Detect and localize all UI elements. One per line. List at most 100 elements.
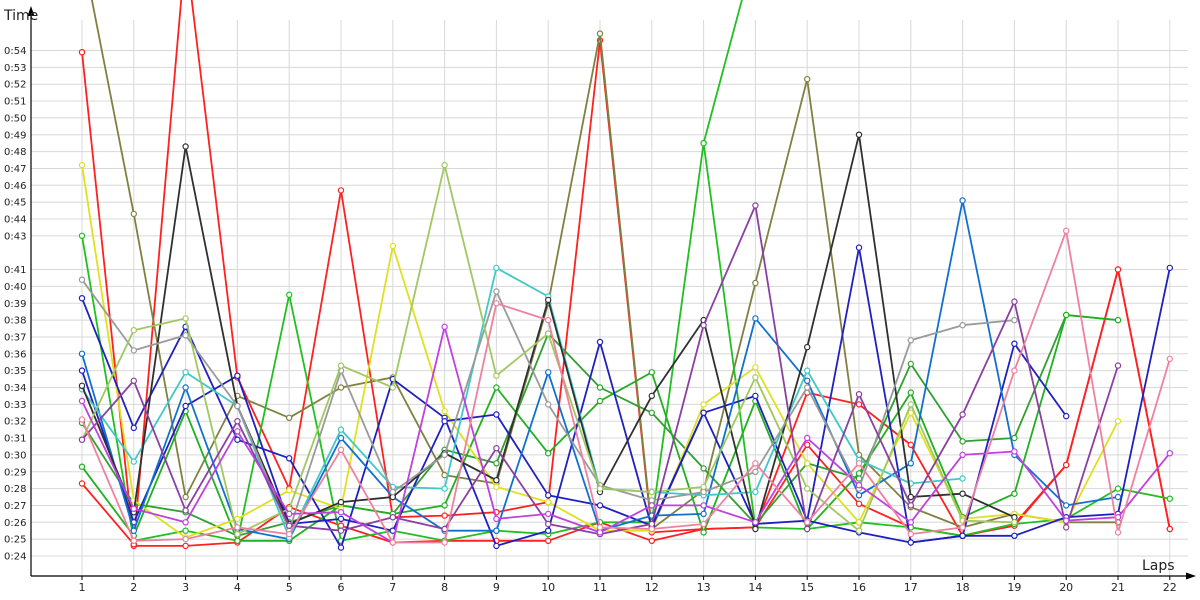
data-point xyxy=(545,450,552,457)
data-point xyxy=(700,520,707,528)
data-point xyxy=(286,455,293,462)
data-point xyxy=(1011,514,1018,521)
data-point xyxy=(1011,532,1018,540)
data-point xyxy=(804,525,811,533)
x-tick-label: 7 xyxy=(389,581,396,594)
series-15 xyxy=(78,161,1018,538)
data-point xyxy=(545,498,552,506)
x-tick-label: 12 xyxy=(645,581,659,594)
series-14 xyxy=(78,276,1018,534)
x-tick-label: 14 xyxy=(748,581,762,594)
data-point xyxy=(441,512,448,519)
data-point xyxy=(1114,418,1122,425)
x-tick-label: 16 xyxy=(852,581,866,594)
data-point xyxy=(286,530,293,538)
x-tick-label: 13 xyxy=(697,581,711,594)
data-point xyxy=(907,389,915,396)
data-point xyxy=(648,392,656,400)
y-tick-label: 0:45 xyxy=(4,198,26,209)
data-point xyxy=(1011,519,1018,526)
data-point xyxy=(752,468,759,475)
x-axis-title: Laps xyxy=(1142,558,1175,574)
data-point xyxy=(1114,493,1122,501)
data-point xyxy=(804,384,811,391)
y-tick-label: 0:54 xyxy=(4,46,26,57)
data-point xyxy=(1062,412,1070,420)
data-point xyxy=(545,492,552,499)
data-point xyxy=(130,327,137,334)
data-point xyxy=(959,532,966,540)
data-point xyxy=(130,377,137,384)
series-line xyxy=(81,266,963,539)
data-point xyxy=(907,502,915,509)
x-tick-label: 19 xyxy=(1007,581,1021,594)
y-tick-label: 0:30 xyxy=(4,450,26,461)
data-point xyxy=(959,322,966,329)
data-point xyxy=(78,436,86,443)
data-point xyxy=(648,537,656,545)
data-point xyxy=(596,485,604,492)
data-point xyxy=(234,530,241,538)
series-17 xyxy=(78,323,1174,546)
data-point xyxy=(1166,495,1174,502)
x-tick-label: 9 xyxy=(493,581,500,594)
data-point xyxy=(337,446,345,453)
data-point xyxy=(752,315,759,322)
data-point xyxy=(78,49,86,56)
data-point xyxy=(337,426,345,433)
data-point xyxy=(752,460,759,467)
data-point xyxy=(545,537,552,545)
data-point xyxy=(182,542,189,550)
y-tick-label: 0:50 xyxy=(4,113,26,124)
y-tick-label: 0:35 xyxy=(4,366,26,377)
data-point xyxy=(959,524,966,531)
data-point xyxy=(130,527,137,534)
data-point xyxy=(752,374,759,381)
data-point xyxy=(1011,298,1018,305)
data-point xyxy=(907,401,915,408)
data-point xyxy=(855,475,863,482)
data-point xyxy=(493,411,500,418)
data-point xyxy=(804,75,811,83)
x-tick-label: 1 xyxy=(79,581,86,594)
data-point xyxy=(441,539,448,546)
data-point xyxy=(1166,525,1174,533)
data-point xyxy=(959,411,966,418)
data-point xyxy=(752,525,759,533)
data-point xyxy=(182,402,189,410)
data-point xyxy=(596,30,604,37)
x-tick-label: 17 xyxy=(904,581,918,594)
data-point xyxy=(78,416,86,423)
data-point xyxy=(1011,434,1018,442)
data-point xyxy=(78,367,86,374)
chart-axes xyxy=(27,6,1196,580)
data-point xyxy=(493,288,500,295)
series-line xyxy=(81,142,1170,542)
y-tick-label: 0:40 xyxy=(4,282,26,293)
data-point xyxy=(959,197,966,204)
data-point xyxy=(1062,517,1070,524)
data-point xyxy=(545,520,552,528)
y-tick-label: 0:48 xyxy=(4,147,26,158)
data-point xyxy=(1114,485,1122,492)
data-point xyxy=(337,434,345,442)
data-point xyxy=(389,539,396,546)
data-point xyxy=(700,529,707,536)
data-point xyxy=(700,502,707,509)
data-point xyxy=(337,187,345,194)
series-line xyxy=(81,0,1171,546)
data-point xyxy=(286,522,293,529)
series-5 xyxy=(700,0,743,147)
data-point xyxy=(441,323,448,330)
data-point xyxy=(596,338,604,346)
data-point xyxy=(907,337,915,344)
data-point xyxy=(959,451,966,459)
data-point xyxy=(234,428,241,435)
data-point xyxy=(182,369,189,376)
x-tick-label: 18 xyxy=(956,581,970,594)
data-point xyxy=(441,407,448,415)
y-tick-label: 0:27 xyxy=(4,501,26,512)
y-tick-label: 0:29 xyxy=(4,467,26,478)
x-tick-label: 2 xyxy=(130,581,137,594)
y-tick-label: 0:37 xyxy=(4,332,26,343)
